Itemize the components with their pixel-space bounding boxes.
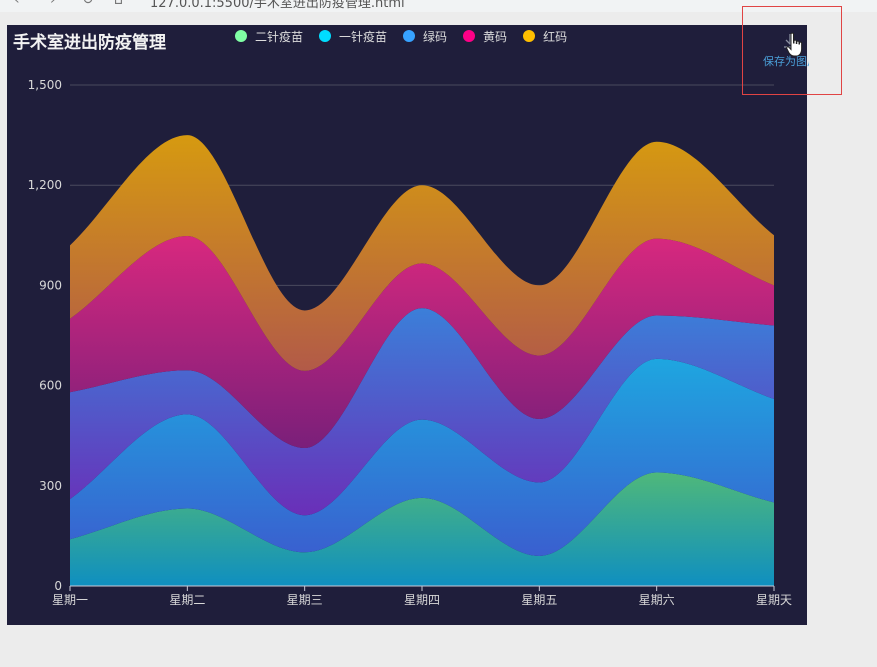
area-series [70, 135, 774, 586]
x-tick-label: 星期五 [521, 593, 557, 607]
legend-label: 绿码 [423, 29, 448, 44]
x-tick-label: 星期三 [287, 593, 323, 607]
y-tick-label: 300 [39, 479, 62, 493]
legend-item[interactable]: 一针疫苗 [319, 28, 387, 45]
x-tick-label: 星期天 [756, 593, 792, 607]
chart-canvas: 0 300 600 900 1,200 1,500 星期一 星期二 星期三 星期四 星期五 星期六 星期… [28, 78, 792, 607]
area-series-4[interactable] [70, 235, 774, 449]
axes: 0 300 600 900 1,200 1,500 星期一 星期二 星期三 星期四 星期五 星期六 星期… [28, 78, 792, 607]
legend-item[interactable]: 绿码 [403, 28, 447, 45]
legend-marker [235, 30, 247, 42]
x-tick-label: 星期一 [52, 593, 88, 607]
legend-marker [523, 30, 536, 42]
save-as-image-label: 保存为图片 [763, 55, 809, 68]
y-tick-label: 1,200 [28, 178, 62, 192]
y-tick-label: 1,500 [28, 78, 62, 92]
legend-marker [463, 30, 476, 42]
area-series-3[interactable] [70, 308, 774, 516]
legend-item[interactable]: 红码 [523, 28, 567, 45]
back-icon[interactable]: ‹ [14, 0, 20, 8]
legend-label: 红码 [543, 29, 568, 44]
legend-label: 二针疫苗 [255, 29, 304, 44]
hand-cursor-icon [786, 32, 803, 57]
legend-label: 黄码 [483, 29, 508, 44]
area-series-2[interactable] [70, 358, 774, 556]
chart-panel: 0 300 600 900 1,200 1,500 星期一 星期二 星期三 星期四 星期五 星期六 星期… [7, 25, 809, 625]
chart-title: 手术室进出防疫管理 [13, 33, 166, 53]
x-tick-label: 星期四 [404, 593, 440, 607]
y-tick-label: 900 [39, 278, 62, 292]
forward-icon[interactable]: › [50, 0, 56, 8]
area-series-5[interactable] [70, 135, 774, 371]
x-tick-label: 星期六 [639, 593, 675, 607]
home-icon[interactable]: ⌂ [114, 0, 123, 8]
y-tick-label: 0 [54, 579, 62, 593]
area-series-1[interactable] [70, 472, 774, 586]
legend-marker [403, 30, 416, 42]
legend: 二针疫苗 一针疫苗 绿码 黄码 红码 [235, 28, 567, 44]
legend-item[interactable]: 二针疫苗 [235, 28, 303, 45]
legend-marker [319, 30, 332, 42]
legend-item[interactable]: 黄码 [463, 28, 507, 45]
legend-label: 一针疫苗 [339, 29, 388, 44]
address-text[interactable]: 127.0.0.1:5500/手术室进出防疫管理.html [150, 0, 405, 11]
x-tick-label: 星期二 [169, 593, 205, 607]
highlight-box [742, 6, 842, 95]
y-tick-label: 600 [39, 379, 62, 393]
reload-icon[interactable]: ↻ [82, 0, 94, 8]
browser-address-bar: ‹ › ↻ ⌂ 127.0.0.1:5500/手术室进出防疫管理.html [0, 0, 877, 12]
